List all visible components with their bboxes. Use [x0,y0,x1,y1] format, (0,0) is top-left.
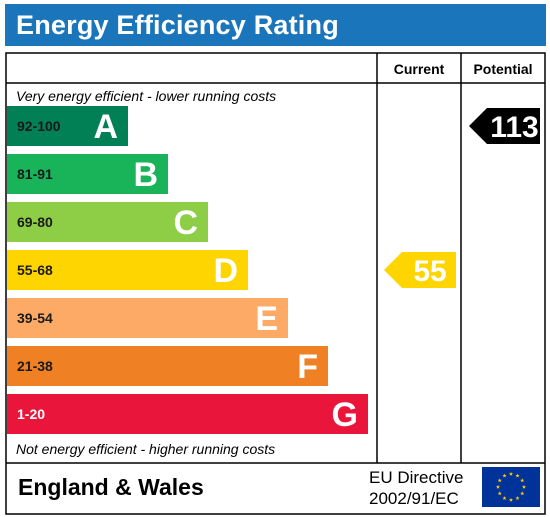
band-f-letter: F [297,348,318,386]
band-f-range: 21-38 [17,358,53,374]
footer-region: England & Wales [18,474,204,500]
eu-flag-icon [482,467,540,507]
band-c-range: 69-80 [17,214,53,230]
band-e-range: 39-54 [17,310,53,326]
flag-star [521,484,527,489]
flag-star [520,478,525,483]
band-b-letter: B [133,156,158,194]
current-value: 55 [413,255,446,288]
band-g [7,394,368,434]
band-a-letter: A [93,108,118,146]
rating-arrows: 55 113 [384,108,540,288]
title-bar: Energy Efficiency Rating [5,4,546,46]
flag-star [497,491,502,496]
band-a [7,106,128,146]
rating-bands: 92-100 A 81-91 B 69-80 C 55-68 D 39-54 E 21-38 F 1-2… [7,106,368,434]
flag-star [495,484,501,489]
flag-star [497,478,502,483]
directive-line-1: EU Directive [369,468,464,487]
band-g-letter: G [332,396,358,434]
flag-star [502,496,507,501]
directive-line-2: 2002/91/EC [369,489,459,508]
potential-arrow [469,108,540,144]
top-note: Very energy efficient - lower running co… [16,88,276,104]
flag-star [520,491,525,496]
flag-star [508,497,514,502]
band-g-range: 1-20 [17,406,45,422]
flag-star [515,496,520,501]
current-arrow [384,252,456,288]
band-f [7,346,328,386]
band-c-letter: C [173,204,198,242]
flag-star [502,473,507,478]
footer-directive: EU Directive 2002/91/EC [369,467,463,509]
current-column-header: Current [394,61,445,77]
flag-star [508,471,514,476]
flag-star [515,473,520,478]
potential-column-header: Potential [473,61,532,77]
band-c [7,202,208,242]
band-b [7,154,168,194]
page-title: Energy Efficiency Rating [16,10,339,40]
chart-frame [5,52,546,515]
potential-value: 113 [490,111,538,144]
bottom-note: Not energy efficient - higher running co… [16,441,275,457]
band-a-range: 92-100 [17,118,61,134]
band-d-letter: D [213,252,238,290]
band-d [7,250,248,290]
band-d-range: 55-68 [17,262,53,278]
band-e [7,298,288,338]
band-e-letter: E [255,300,278,338]
band-b-range: 81-91 [17,166,53,182]
